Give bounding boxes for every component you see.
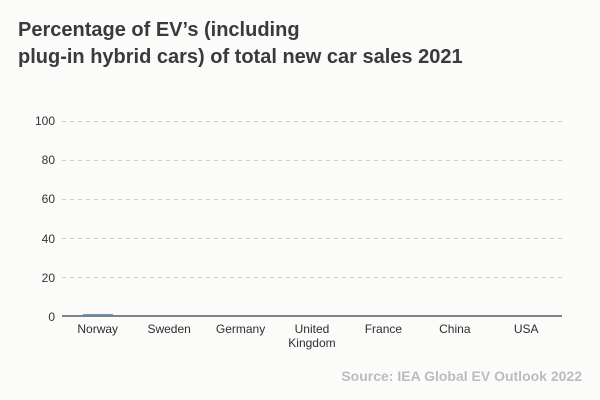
gridline-20 [62,277,562,279]
y-tick-label-100: 100 [34,114,55,128]
x-tick-label-china: China [439,322,471,336]
y-tick-label-60: 60 [41,192,55,207]
y-tick-label-40: 40 [41,231,55,246]
chart-title: Percentage of EV’s (including plug-in hyb… [18,17,463,71]
gridline-40 [62,238,562,240]
x-tick-label-usa: USA [513,322,539,336]
gridline-60 [62,198,562,200]
chart-title-line2: plug-in hybrid cars) of total new car sa… [18,46,463,68]
x-tick-label-france: France [364,322,403,336]
bar-norway [82,314,113,315]
gridline-100 [62,120,562,122]
y-tick-label-0: 0 [48,310,55,324]
plot-area [62,120,562,317]
y-tick-label-20: 20 [41,270,55,285]
x-tick-label-sweden: Sweden [147,322,191,336]
chart-title-line1: Percentage of EV’s (including [18,19,300,41]
x-tick-label-united-kingdom: United Kingdom [288,322,336,350]
y-tick-label-80: 80 [41,153,55,168]
x-axis: Norway Sweden Germany United Kingdom France C… [62,322,562,350]
x-tick-label-norway: Norway [77,322,119,336]
source-credit: Source: IEA Global EV Outlook 2022 [341,368,582,384]
gridline-80 [62,159,562,161]
x-tick-label-germany: Germany [215,322,266,336]
